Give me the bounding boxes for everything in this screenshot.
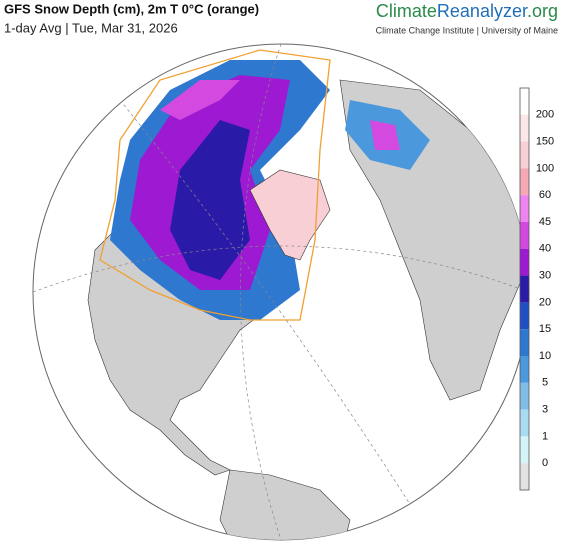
colorbar-bin	[520, 382, 529, 410]
brand-left: Climate	[376, 1, 437, 21]
colorbar-bin	[520, 329, 529, 356]
colorbar-bin	[520, 409, 529, 437]
colorbar-bin	[520, 356, 529, 383]
colorbar-bin	[520, 275, 529, 303]
brand-mid: Reanalyzer	[437, 1, 528, 21]
colorbar-bin	[520, 222, 529, 249]
subtitle: 1-day Avg | Tue, Mar 31, 2026	[4, 20, 178, 35]
colorbar-label: 1	[542, 430, 548, 442]
colorbar-bin	[520, 195, 529, 222]
colorbar-bin	[520, 168, 529, 196]
colorbar-label: 45	[539, 216, 551, 228]
colorbar-bin	[520, 436, 529, 464]
colorbar-label: 200	[536, 109, 554, 121]
colorbar-label: 5	[542, 377, 548, 389]
colorbar-label: 3	[542, 404, 548, 416]
colorbar-label: 15	[539, 323, 551, 335]
institute: Climate Change Institute | University of…	[376, 25, 558, 35]
colorbar-label: 150	[536, 136, 554, 148]
colorbar-bin	[520, 248, 529, 276]
globe	[32, 43, 530, 541]
colorbar-bin	[520, 114, 529, 142]
colorbar-bin	[520, 88, 529, 115]
brand-right: .org	[527, 1, 558, 21]
colorbar-bin	[520, 302, 529, 330]
colorbar-label: 0	[542, 457, 548, 469]
colorbar-label: 30	[539, 270, 551, 282]
colorbar-label: 60	[539, 189, 551, 201]
colorbar-bin	[520, 463, 529, 490]
colorbar-label: 40	[539, 243, 551, 255]
brand: ClimateReanalyzer.org	[376, 1, 558, 21]
colorbar-frame	[519, 87, 530, 491]
colorbar-bin	[520, 141, 529, 169]
colorbar-label: 100	[536, 162, 554, 174]
colorbar-label: 10	[539, 350, 551, 362]
title: GFS Snow Depth (cm), 2m T 0°C (orange)	[4, 1, 259, 16]
colorbar-label: 20	[539, 296, 551, 308]
